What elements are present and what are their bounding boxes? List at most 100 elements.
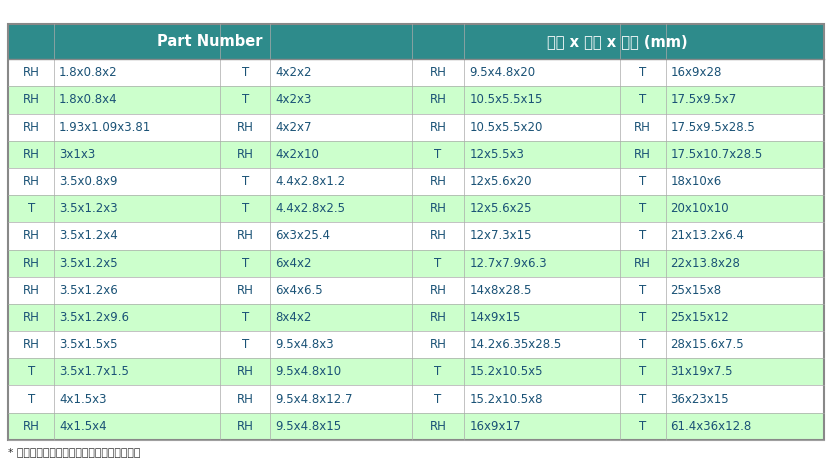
Text: 14x8x28.5: 14x8x28.5 xyxy=(469,284,532,297)
Text: RH: RH xyxy=(22,94,40,106)
Text: 22x13.8x28: 22x13.8x28 xyxy=(671,257,740,270)
Bar xyxy=(8,222,824,250)
Text: 8x4x2: 8x4x2 xyxy=(275,311,312,324)
Bar xyxy=(8,385,824,412)
Text: 21x13.2x6.4: 21x13.2x6.4 xyxy=(671,229,745,242)
Text: T: T xyxy=(639,311,646,324)
Text: 25x15x8: 25x15x8 xyxy=(671,284,721,297)
Text: T: T xyxy=(639,338,646,351)
Text: 61.4x36x12.8: 61.4x36x12.8 xyxy=(671,420,752,433)
Text: T: T xyxy=(242,66,249,79)
Text: RH: RH xyxy=(429,229,447,242)
Text: 17.5x9.5x7: 17.5x9.5x7 xyxy=(671,94,737,106)
Text: 3.5x1.5x5: 3.5x1.5x5 xyxy=(59,338,117,351)
Text: 9.5x4.8x10: 9.5x4.8x10 xyxy=(275,366,341,378)
Text: 9.5x4.8x15: 9.5x4.8x15 xyxy=(275,420,341,433)
Text: RH: RH xyxy=(429,94,447,106)
Text: 外徑 x 內徑 x 高度 (mm): 外徑 x 內徑 x 高度 (mm) xyxy=(547,34,688,49)
Text: 6x4x2: 6x4x2 xyxy=(275,257,312,270)
Text: RH: RH xyxy=(429,338,447,351)
Text: T: T xyxy=(639,229,646,242)
Text: 10.5x5.5x20: 10.5x5.5x20 xyxy=(469,121,542,133)
Text: 14x9x15: 14x9x15 xyxy=(469,311,521,324)
Text: 12.7x7.9x6.3: 12.7x7.9x6.3 xyxy=(469,257,547,270)
Text: T: T xyxy=(434,393,442,405)
Text: T: T xyxy=(242,338,249,351)
Text: RH: RH xyxy=(237,393,254,405)
Text: * 若所需尺寸未在以上列表中，歡迎來信洽詢: * 若所需尺寸未在以上列表中，歡迎來信洽詢 xyxy=(8,447,141,457)
Text: T: T xyxy=(242,311,249,324)
Text: 1.8x0.8x2: 1.8x0.8x2 xyxy=(59,66,117,79)
Text: 15.2x10.5x5: 15.2x10.5x5 xyxy=(469,366,542,378)
Text: 14.2x6.35x28.5: 14.2x6.35x28.5 xyxy=(469,338,562,351)
Text: RH: RH xyxy=(22,338,40,351)
Text: RH: RH xyxy=(429,66,447,79)
Text: 3.5x1.2x5: 3.5x1.2x5 xyxy=(59,257,117,270)
Text: Part Number: Part Number xyxy=(157,34,263,49)
Text: T: T xyxy=(639,66,646,79)
Bar xyxy=(8,250,824,277)
Text: RH: RH xyxy=(429,175,447,188)
Text: 10.5x5.5x15: 10.5x5.5x15 xyxy=(469,94,542,106)
Text: 12x5.6x25: 12x5.6x25 xyxy=(469,202,532,215)
Text: T: T xyxy=(242,94,249,106)
Text: RH: RH xyxy=(22,121,40,133)
Text: 18x10x6: 18x10x6 xyxy=(671,175,722,188)
Text: T: T xyxy=(434,148,442,161)
Text: 1.93x1.09x3.81: 1.93x1.09x3.81 xyxy=(59,121,151,133)
Text: 6x3x25.4: 6x3x25.4 xyxy=(275,229,330,242)
Text: T: T xyxy=(639,175,646,188)
Text: 12x7.3x15: 12x7.3x15 xyxy=(469,229,532,242)
Text: 9.5x4.8x3: 9.5x4.8x3 xyxy=(275,338,334,351)
Bar xyxy=(8,195,824,222)
Text: 28x15.6x7.5: 28x15.6x7.5 xyxy=(671,338,744,351)
Text: RH: RH xyxy=(237,148,254,161)
Bar xyxy=(8,86,824,114)
Text: 16x9x28: 16x9x28 xyxy=(671,66,722,79)
Text: T: T xyxy=(639,420,646,433)
Text: 25x15x12: 25x15x12 xyxy=(671,311,730,324)
Text: T: T xyxy=(434,257,442,270)
Text: 6x4x6.5: 6x4x6.5 xyxy=(275,284,323,297)
Text: 4x1.5x3: 4x1.5x3 xyxy=(59,393,106,405)
Text: RH: RH xyxy=(429,420,447,433)
Text: RH: RH xyxy=(22,257,40,270)
Text: RH: RH xyxy=(634,148,651,161)
Text: 3.5x1.2x3: 3.5x1.2x3 xyxy=(59,202,117,215)
Text: T: T xyxy=(639,366,646,378)
Bar xyxy=(8,412,824,440)
Text: T: T xyxy=(639,202,646,215)
Text: 12x5.6x20: 12x5.6x20 xyxy=(469,175,532,188)
Text: RH: RH xyxy=(22,66,40,79)
Text: 4x2x2: 4x2x2 xyxy=(275,66,312,79)
Text: RH: RH xyxy=(429,121,447,133)
Text: 3.5x1.7x1.5: 3.5x1.7x1.5 xyxy=(59,366,129,378)
Bar xyxy=(8,359,824,385)
Bar xyxy=(8,24,824,440)
Text: RH: RH xyxy=(634,121,651,133)
Text: 4.4x2.8x2.5: 4.4x2.8x2.5 xyxy=(275,202,345,215)
Text: RH: RH xyxy=(634,257,651,270)
Text: T: T xyxy=(27,366,35,378)
Text: T: T xyxy=(242,175,249,188)
Text: 20x10x10: 20x10x10 xyxy=(671,202,729,215)
Text: 17.5x10.7x28.5: 17.5x10.7x28.5 xyxy=(671,148,763,161)
Text: RH: RH xyxy=(429,202,447,215)
Text: RH: RH xyxy=(22,175,40,188)
Text: T: T xyxy=(434,366,442,378)
Text: 3x1x3: 3x1x3 xyxy=(59,148,96,161)
Bar xyxy=(8,304,824,331)
Bar xyxy=(8,168,824,195)
Text: 3.5x0.8x9: 3.5x0.8x9 xyxy=(59,175,117,188)
Text: 4x2x10: 4x2x10 xyxy=(275,148,319,161)
Text: 12x5.5x3: 12x5.5x3 xyxy=(469,148,524,161)
Text: T: T xyxy=(242,257,249,270)
Bar xyxy=(8,114,824,141)
Bar xyxy=(8,277,824,304)
Text: RH: RH xyxy=(22,420,40,433)
Text: 3.5x1.2x4: 3.5x1.2x4 xyxy=(59,229,118,242)
Text: RH: RH xyxy=(237,229,254,242)
Text: 3.5x1.2x9.6: 3.5x1.2x9.6 xyxy=(59,311,129,324)
Text: 1.8x0.8x4: 1.8x0.8x4 xyxy=(59,94,117,106)
Bar xyxy=(8,59,824,86)
